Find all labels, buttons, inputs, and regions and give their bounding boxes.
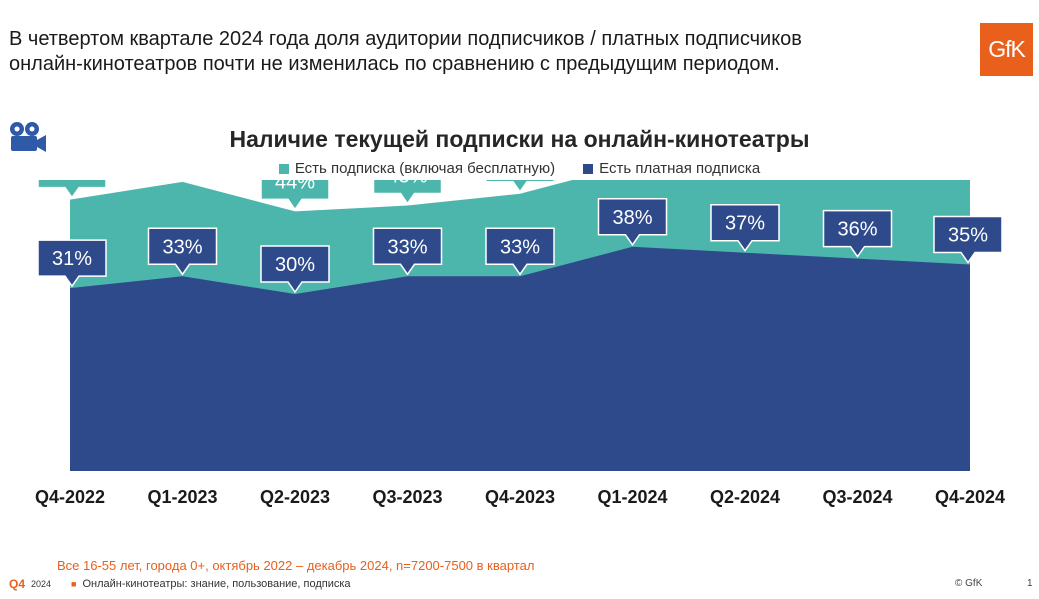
- footer-left: Q4 2024 ■ Онлайн-кинотеатры: знание, пол…: [9, 577, 351, 591]
- data-label-text: 37%: [725, 213, 765, 235]
- x-tick-label: Q4-2024: [935, 487, 1005, 507]
- data-label-paid: 33%: [372, 227, 443, 276]
- legend-item-paid: Есть платная подписка: [583, 160, 760, 177]
- page-number: 1: [1027, 578, 1033, 589]
- headline: В четвертом квартале 2024 года доля ауди…: [9, 27, 909, 77]
- x-tick-label: Q2-2024: [710, 487, 780, 507]
- x-tick-label: Q1-2023: [147, 487, 217, 507]
- copyright: © GfK: [955, 578, 983, 589]
- chart-title: Наличие текущей подписки на онлайн-кинот…: [229, 126, 810, 152]
- legend-swatch-paid: [583, 163, 594, 174]
- x-tick-label: Q1-2024: [597, 487, 667, 507]
- data-label-text: 46%: [52, 180, 92, 182]
- area-chart: 46%49%44%45%47%52%51%50%51%31%33%30%33%3…: [35, 180, 1005, 507]
- data-label-paid: 35%: [933, 215, 1003, 264]
- bullet-icon: ■: [71, 579, 77, 589]
- chart-legend: Есть подписка (включая бесплатную) Есть …: [0, 160, 1039, 177]
- video-camera-icon: [10, 122, 46, 152]
- footer-section: Онлайн-кинотеатры: знание, пользование, …: [82, 578, 351, 590]
- data-label-paid: 31%: [37, 239, 107, 288]
- data-label-paid: 30%: [260, 245, 330, 294]
- x-tick-label: Q3-2023: [372, 487, 442, 507]
- data-label-paid: 37%: [710, 203, 780, 253]
- data-label-text: 31%: [52, 248, 92, 270]
- x-tick-label: Q3-2024: [822, 487, 892, 507]
- data-label-paid: 33%: [485, 227, 555, 276]
- headline-line-2: онлайн-кинотеатров почти не изменилась п…: [9, 53, 780, 75]
- footnote: Все 16-55 лет, города 0+, октябрь 2022 –…: [57, 558, 535, 573]
- data-label-text: 33%: [162, 236, 202, 258]
- legend-item-all: Есть подписка (включая бесплатную): [278, 160, 556, 177]
- legend-label-paid: Есть платная подписка: [599, 160, 761, 177]
- x-tick-label: Q4-2023: [485, 487, 555, 507]
- data-label-text: 38%: [612, 207, 652, 229]
- data-label-all: 45%: [372, 180, 443, 205]
- x-tick-label: Q4-2022: [35, 487, 105, 507]
- footer-quarter: Q4: [9, 577, 26, 591]
- x-tick-label: Q2-2023: [260, 487, 330, 507]
- data-label-all: 44%: [260, 180, 330, 211]
- headline-line-1: В четвертом квартале 2024 года доля ауди…: [9, 28, 802, 50]
- footer-year: 2024: [31, 579, 52, 589]
- data-label-paid: 33%: [147, 227, 218, 276]
- data-label-text: 45%: [387, 180, 427, 188]
- data-label-paid: 38%: [597, 198, 668, 247]
- data-label-paid: 36%: [822, 209, 893, 258]
- data-label-text: 35%: [948, 225, 988, 247]
- data-label-text: 33%: [500, 236, 540, 258]
- area-series-paid: [70, 246, 970, 471]
- legend-label-all: Есть подписка (включая бесплатную): [294, 160, 556, 177]
- data-label-text: 33%: [387, 236, 427, 258]
- legend-swatch-all: [278, 163, 289, 174]
- data-label-text: 36%: [837, 219, 877, 241]
- data-label-text: 44%: [275, 180, 315, 193]
- data-label-text: 30%: [275, 254, 315, 276]
- gfk-logo: GfK: [980, 23, 1033, 76]
- data-label-all: 47%: [485, 180, 555, 194]
- data-label-all: 46%: [37, 180, 107, 199]
